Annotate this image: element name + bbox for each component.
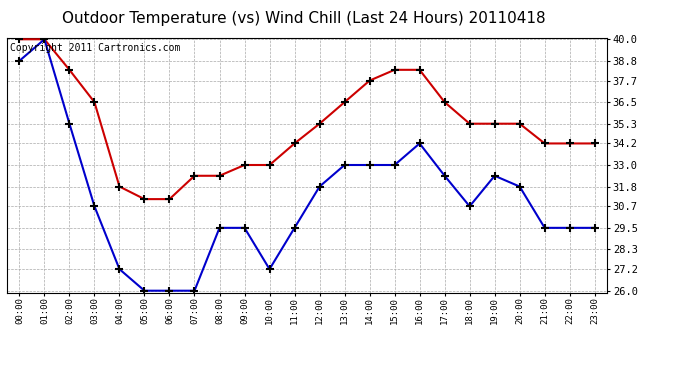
Text: Outdoor Temperature (vs) Wind Chill (Last 24 Hours) 20110418: Outdoor Temperature (vs) Wind Chill (Las… bbox=[62, 11, 545, 26]
Text: Copyright 2011 Cartronics.com: Copyright 2011 Cartronics.com bbox=[10, 43, 180, 52]
